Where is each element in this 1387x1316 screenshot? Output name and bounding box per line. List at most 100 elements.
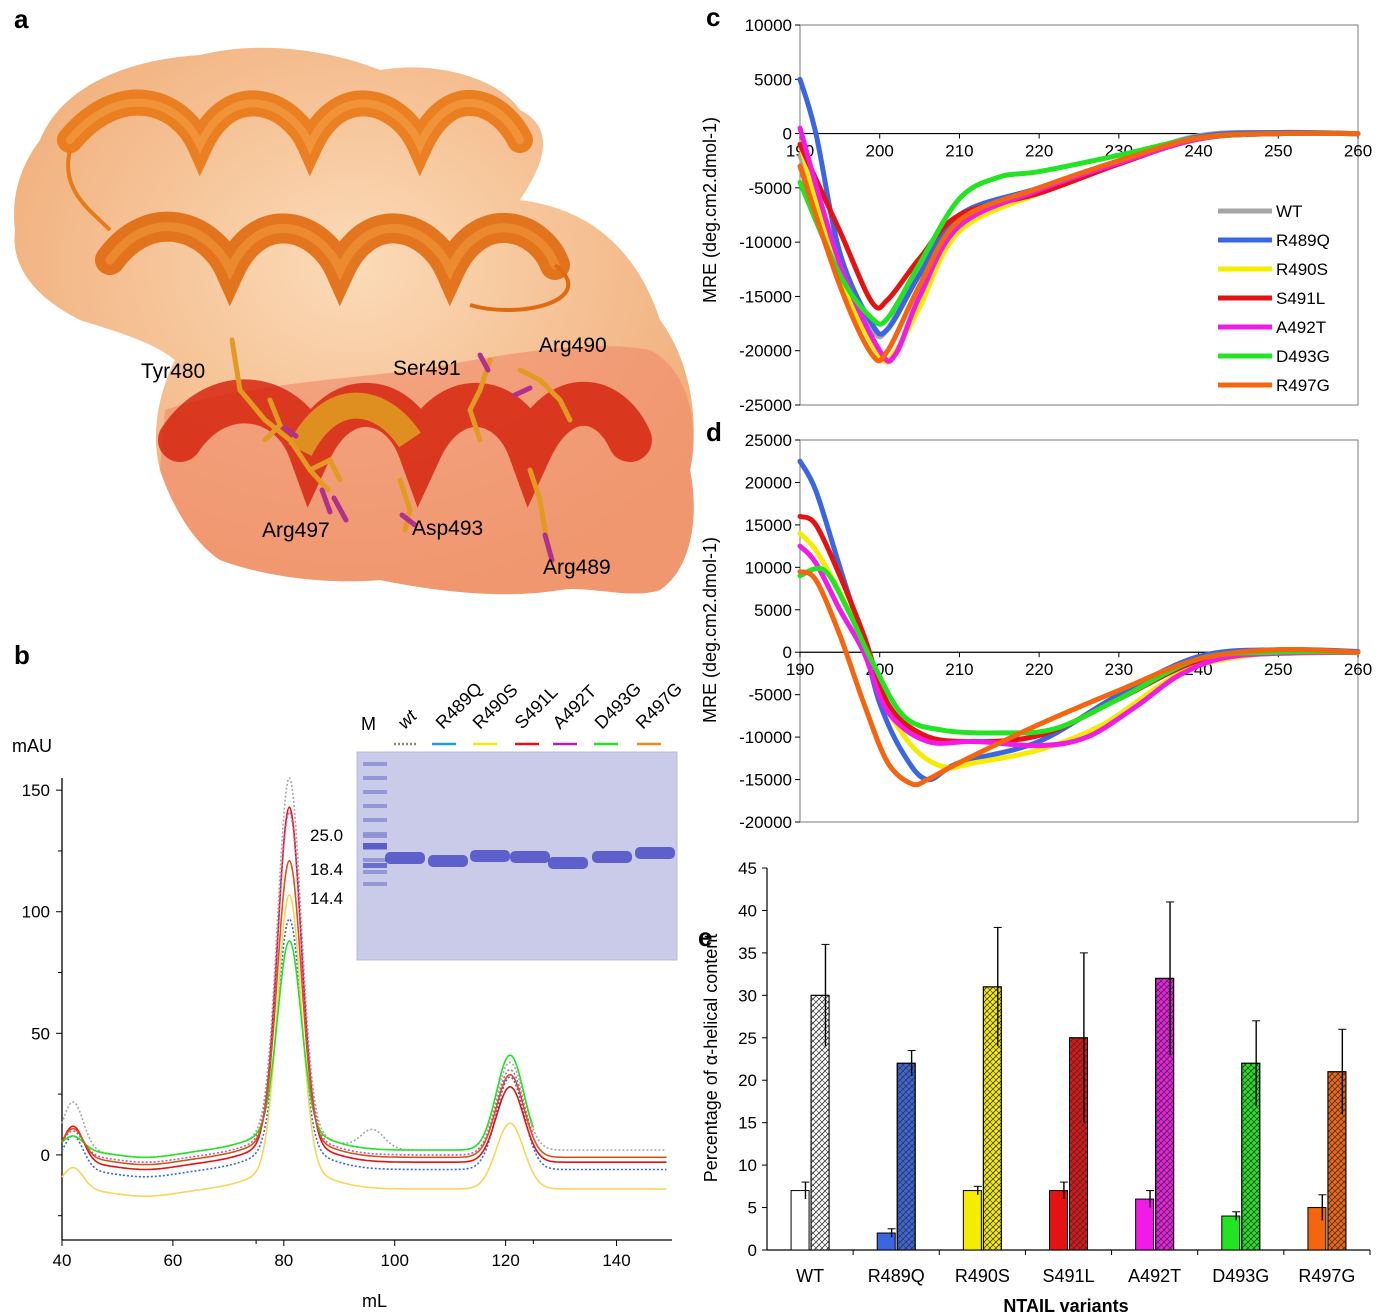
e-bar-WT-a xyxy=(790,1190,810,1251)
residue-asp493: Asp493 xyxy=(412,517,483,540)
residue-arg490: Arg490 xyxy=(539,334,607,357)
b-series-lines xyxy=(61,777,667,1198)
e-ytick-label: 20 xyxy=(738,1071,757,1090)
gel-band-D493G xyxy=(592,851,632,863)
gel-ladder-band xyxy=(363,882,387,886)
e-ylabel: Percentage of α-helical content xyxy=(701,934,721,1183)
residue-tyr480: Tyr480 xyxy=(141,360,205,383)
e-bars xyxy=(790,901,1347,1251)
ytick-label: 10000 xyxy=(745,558,792,577)
e-category-label: WT xyxy=(796,1266,824,1286)
ytick-label: 10000 xyxy=(745,16,792,35)
e-bar-A492T-a xyxy=(1135,1198,1155,1251)
ytick-label: 5000 xyxy=(754,601,792,620)
gel-mw-14: 14.4 xyxy=(310,889,343,908)
gel-ladder-band xyxy=(363,870,387,874)
e-category-label: R497G xyxy=(1298,1266,1355,1286)
xtick-label: 220 xyxy=(1025,142,1053,161)
gel-ladder-band xyxy=(363,790,387,794)
residue-arg497: Arg497 xyxy=(262,519,330,542)
gel-band-R490S xyxy=(470,850,510,862)
e-ytick-label: 15 xyxy=(738,1114,757,1133)
ytick-label: -25000 xyxy=(739,396,792,415)
xtick-label: 190 xyxy=(786,660,814,679)
d-ylabel: MRE (deg.cm2.dmol-1) xyxy=(700,537,720,723)
e-ytick-label: 25 xyxy=(738,1029,757,1048)
b-xlabel: mL xyxy=(362,1291,387,1311)
e-ytick-label: 5 xyxy=(748,1199,757,1218)
series-R497G xyxy=(797,130,1361,364)
loop-2 xyxy=(469,263,571,313)
residue-ser491: Ser491 xyxy=(393,357,461,380)
gel-bands xyxy=(385,847,675,869)
ytick-label: 0 xyxy=(783,643,792,662)
side-chains xyxy=(229,337,573,558)
gel-mw-25: 25.0 xyxy=(310,826,343,845)
e-category-label: D493G xyxy=(1212,1266,1269,1286)
e-ytick-label: 35 xyxy=(738,944,757,963)
b-xtick-label: 100 xyxy=(381,1251,409,1270)
legend-label-R489Q: R489Q xyxy=(1276,231,1330,250)
gel-ladder xyxy=(363,762,387,886)
gel-band-R489Q xyxy=(428,855,468,867)
b-xtick-label: 140 xyxy=(602,1251,630,1270)
e-category-label: R489Q xyxy=(868,1266,925,1286)
gel-lane-label-A492T: A492T xyxy=(549,681,601,733)
e-bar-hatch-R490S xyxy=(982,986,1002,1251)
b-xtick-label: 80 xyxy=(274,1251,293,1270)
c-ylabel: MRE (deg.cm2.dmol-1) xyxy=(700,117,720,303)
b-ylabel: mAU xyxy=(12,736,52,756)
legend-label-S491L: S491L xyxy=(1276,289,1325,308)
ytick-label: 25000 xyxy=(745,431,792,450)
plot-frame xyxy=(799,439,1359,823)
b-series-S491L xyxy=(61,806,667,1171)
e-bar-hatch-A492T xyxy=(1155,977,1175,1251)
ytick-label: 15000 xyxy=(745,516,792,535)
b-ytick-label: 0 xyxy=(41,1146,50,1165)
xtick-label: 260 xyxy=(1344,142,1372,161)
e-category-label: A492T xyxy=(1128,1266,1181,1286)
gel-band-wt xyxy=(385,852,425,864)
c-axes: 190 200 210 220 230 240 250 2601000050000-5000-… xyxy=(739,16,1372,415)
ytick-label: -5000 xyxy=(749,179,792,198)
e-bar-S491L-a xyxy=(1049,1190,1068,1251)
e-bar-R490S-a xyxy=(962,1190,982,1251)
gel-band-R497G xyxy=(635,847,675,859)
series-R490S xyxy=(797,130,1361,365)
e-ytick-label: 45 xyxy=(738,859,757,878)
ytick-label: -10000 xyxy=(739,233,792,252)
b-xtick-label: 60 xyxy=(163,1251,182,1270)
series-A492T xyxy=(797,543,1361,749)
e-category-label: S491L xyxy=(1042,1266,1094,1286)
e-bar-hatch-WT xyxy=(810,994,830,1251)
b-series-R490S xyxy=(61,893,667,1198)
gel-ladder-band xyxy=(363,804,387,808)
ytick-label: -20000 xyxy=(739,342,792,361)
gel-ladder-band xyxy=(363,834,387,838)
b-ytick-label: 50 xyxy=(31,1024,50,1043)
ytick-label: 5000 xyxy=(754,70,792,89)
legend-label-D493G: D493G xyxy=(1276,347,1330,366)
e-bar-hatch-R489Q xyxy=(896,1062,916,1251)
panel-label-c: c xyxy=(706,2,720,32)
b-axes: 40 60 80 100 120 140 0 50 100 150 xyxy=(22,778,672,1270)
e-bar-R489Q-a xyxy=(876,1232,896,1251)
residue-arg489: Arg489 xyxy=(543,556,611,579)
helical-content-bar-chart: Percentage of α-helical content NTAIL va… xyxy=(701,859,1371,1316)
legend-label-A492T: A492T xyxy=(1276,318,1326,337)
gel-ladder-band xyxy=(363,863,387,868)
plot-frame xyxy=(799,24,1359,406)
top-helix xyxy=(57,89,533,177)
gel-ladder-band xyxy=(363,818,387,822)
series-R497G xyxy=(797,569,1361,788)
c-series-lines xyxy=(797,76,1361,365)
e-ytick-label: 10 xyxy=(738,1156,757,1175)
xtick-label: 230 xyxy=(1105,660,1133,679)
panel-label-b: b xyxy=(14,640,30,670)
e-xlabel: NTAIL variants xyxy=(1003,1296,1128,1316)
loop xyxy=(66,149,112,232)
xtick-label: 220 xyxy=(1025,660,1053,679)
e-bar-hatch-S491L xyxy=(1069,1037,1088,1251)
